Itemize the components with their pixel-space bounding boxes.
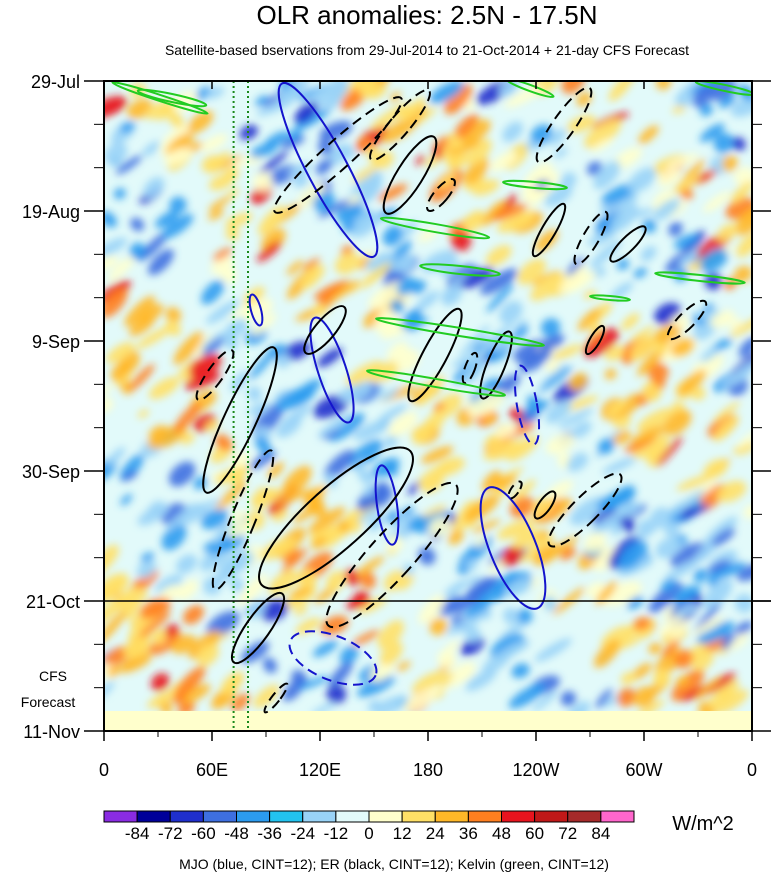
x-tick-label: 120E <box>299 760 341 780</box>
wave-contour <box>111 81 209 115</box>
colorbar-label: 60 <box>525 824 544 843</box>
heatmap-field <box>104 81 752 731</box>
colorbar-swatch <box>368 810 403 823</box>
colorbar-swatch <box>434 810 469 823</box>
wave-contour <box>382 135 438 215</box>
colorbar-label: -36 <box>257 824 282 843</box>
wave-contour <box>375 317 545 347</box>
y-axis: 29-Jul 19-Aug 9-Sep 30-Sep 21-Oct 11-Nov <box>22 72 771 742</box>
wave-contours <box>111 81 752 714</box>
wave-contour <box>277 81 379 259</box>
colorbar-label: -72 <box>158 824 183 843</box>
wave-contour <box>202 346 278 494</box>
colorbar-swatch <box>501 810 536 823</box>
wave-contour <box>230 591 286 665</box>
forecast-label-line2: Forecast <box>21 694 76 710</box>
colorbar-label: 36 <box>459 824 478 843</box>
wave-contour <box>479 330 513 400</box>
colorbar-swatch <box>302 810 337 823</box>
wave-contour <box>379 216 491 240</box>
wave-contour <box>584 324 606 356</box>
wave-contour <box>211 449 275 591</box>
x-tick-label: 120W <box>512 760 559 780</box>
x-tick-label: 180 <box>413 760 443 780</box>
wave-contour <box>309 316 355 424</box>
footnote: MJO (blue, CINT=12); ER (black, CINT=12)… <box>179 856 609 872</box>
y-tick-label: 19-Aug <box>22 202 80 222</box>
chart-subtitle: Satellite-based bservations from 29-Jul-… <box>165 42 689 58</box>
wave-contour <box>273 96 403 214</box>
x-axis: 0 60E 120E 180 120W 60W 0 <box>99 81 757 780</box>
y-tick-label: 11-Nov <box>23 722 80 742</box>
colorbar-label: -24 <box>290 824 315 843</box>
colorbar-swatch <box>202 810 237 823</box>
colorbar-label: -84 <box>125 824 150 843</box>
x-tick-label: 60E <box>196 760 228 780</box>
colorbar-swatch <box>335 810 370 823</box>
colorbar-units: W/m^2 <box>672 813 734 835</box>
wave-contour <box>505 81 555 99</box>
wave-contour <box>366 369 506 397</box>
colorbar-label: -60 <box>191 824 216 843</box>
colorbar-label: 0 <box>364 824 373 843</box>
colorbar-label: -48 <box>224 824 249 843</box>
wave-contour <box>507 480 523 500</box>
wave-contour <box>303 305 347 355</box>
colorbar-swatch <box>136 810 171 823</box>
colorbar-swatch <box>236 810 271 823</box>
colorbar-label: 84 <box>591 824 610 843</box>
wave-contour <box>535 86 593 164</box>
wave-contour <box>666 299 708 341</box>
colorbar-swatch <box>534 810 569 823</box>
colorbar-swatch <box>103 810 138 823</box>
colorbar-swatch <box>169 810 204 823</box>
wave-contour <box>609 225 647 263</box>
y-tick-label: 9-Sep <box>32 332 80 352</box>
wave-contour <box>288 630 378 686</box>
x-tick-label: 60W <box>625 760 662 780</box>
colorbar-label: -12 <box>324 824 349 843</box>
wave-contour <box>195 349 235 401</box>
wave-contour <box>502 179 568 191</box>
colorbar-label: 48 <box>492 824 511 843</box>
colorbar: -84 -72 -60 -48 -36 -24 -12 0 12 24 36 48 60 72 84 <box>103 810 635 843</box>
wave-contour <box>426 178 456 212</box>
wave-contour <box>248 293 264 327</box>
wave-contour <box>369 88 431 162</box>
colorbar-swatch <box>467 810 502 823</box>
wave-contour <box>263 682 289 714</box>
colorbar-swatch <box>600 810 635 823</box>
wave-contour <box>461 351 479 385</box>
wave-contour <box>258 446 414 590</box>
wave-contour <box>547 472 623 548</box>
colorbar-swatch <box>401 810 436 823</box>
wave-contour <box>407 307 463 403</box>
wave-contour <box>589 294 631 302</box>
chart-title: OLR anomalies: 2.5N - 17.5N <box>256 0 597 30</box>
colorbar-swatch <box>269 810 304 823</box>
colorbar-label: 12 <box>393 824 412 843</box>
wave-contour <box>479 486 547 610</box>
wave-contour <box>533 490 557 520</box>
colorbar-label: 72 <box>558 824 577 843</box>
wave-contour <box>374 464 400 546</box>
wave-contour <box>654 271 746 285</box>
wave-contour <box>136 88 208 108</box>
y-tick-label: 21-Oct <box>26 592 80 612</box>
y-tick-label: 30-Sep <box>22 462 80 482</box>
wave-contour <box>325 481 459 629</box>
wave-contour <box>573 210 609 266</box>
forecast-label-line1: CFS <box>39 668 67 684</box>
wave-contour <box>531 202 567 258</box>
wave-contour <box>513 364 541 446</box>
colorbar-swatch <box>567 810 602 823</box>
y-tick-label: 29-Jul <box>31 72 80 92</box>
x-tick-label: 0 <box>747 760 757 780</box>
x-tick-label: 0 <box>99 760 109 780</box>
wave-contour <box>419 263 501 277</box>
colorbar-label: 24 <box>426 824 445 843</box>
